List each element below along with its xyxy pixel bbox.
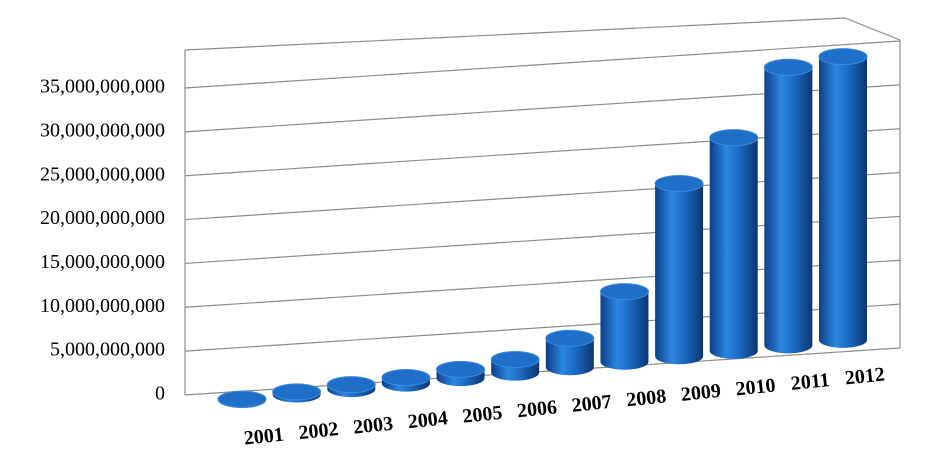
bar: [545, 329, 595, 376]
bar-top: [217, 390, 267, 408]
wall-edge: [184, 17, 846, 51]
x-tick-label: 2003: [352, 413, 394, 439]
bar: [381, 368, 431, 392]
bar-top: [326, 376, 376, 394]
wall-edge: [844, 17, 901, 41]
grid-line: [184, 40, 901, 89]
x-tick-label: 2006: [516, 396, 558, 422]
bar-body: [655, 183, 704, 365]
bar-top: [490, 351, 540, 369]
x-tick-label: 2008: [625, 385, 667, 411]
x-tick-label: 2002: [297, 418, 339, 444]
bar-body: [545, 338, 594, 376]
x-tick-label: 2009: [680, 380, 722, 406]
bar-top: [709, 129, 759, 147]
x-tick-label: 2005: [461, 402, 503, 428]
bar-top: [272, 383, 322, 401]
bar-body: [709, 137, 758, 359]
bar: [654, 174, 704, 365]
y-tick-label: 20,000,000,000: [40, 207, 165, 229]
x-tick-label: 2012: [844, 363, 886, 389]
bar-body: [764, 67, 813, 354]
y-tick-label: 35,000,000,000: [40, 76, 165, 98]
x-tick-label: 2001: [243, 424, 285, 450]
bar: [818, 48, 868, 348]
y-tick-label: 25,000,000,000: [40, 163, 165, 185]
x-tick-label: 2004: [407, 407, 449, 433]
bar-top: [545, 329, 595, 347]
bar-top: [599, 283, 649, 301]
bar: [326, 376, 376, 398]
bar-top: [654, 174, 704, 192]
y-tick-label: 0: [155, 383, 165, 405]
bar: [709, 129, 759, 359]
bar: [490, 351, 540, 381]
y-tick-label: 10,000,000,000: [40, 295, 165, 317]
bar: [217, 390, 267, 408]
y-tick-label: 30,000,000,000: [40, 119, 165, 141]
bar-body: [819, 56, 867, 348]
bar-top: [763, 58, 813, 76]
x-tick-label: 2007: [571, 391, 613, 417]
bar: [272, 383, 322, 403]
bar-top: [436, 360, 486, 378]
x-tick-label: 2011: [790, 369, 831, 395]
x-tick-label: 2010: [735, 374, 777, 400]
bar: [436, 360, 486, 387]
y-tick-label: 5,000,000,000: [50, 339, 165, 361]
bar-body: [600, 291, 649, 370]
y-tick-label: 15,000,000,000: [40, 251, 165, 273]
bar: [763, 58, 813, 354]
bar-top: [818, 48, 868, 66]
bar: [599, 283, 649, 370]
bar-top: [381, 368, 431, 386]
